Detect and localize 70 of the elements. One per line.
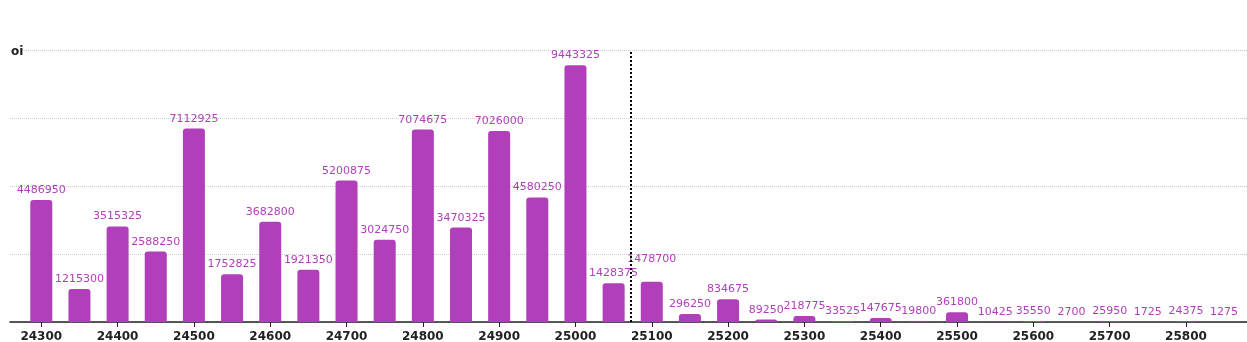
x-tick-label: 25300 [783,329,826,342]
bar [717,299,740,322]
bar [335,180,358,322]
x-tick-label: 25100 [630,329,673,342]
data-label: 7112925 [169,111,219,125]
x-tick-label: 25800 [1165,329,1207,342]
x-tick-label: 25700 [1088,329,1131,342]
data-label: 3470325 [436,210,486,224]
bar [678,313,701,322]
x-tick-label: 25400 [859,329,902,342]
data-label: 2700 [1057,304,1086,318]
data-label: 3515325 [93,209,143,223]
x-tick-label: 25500 [936,329,978,342]
data-label: 10425 [977,304,1013,318]
bar [602,283,625,322]
data-label: 1752825 [207,257,257,271]
data-label: 834675 [707,282,750,296]
data-label: 1921350 [283,252,333,266]
bar [564,65,587,322]
bar [182,128,205,322]
bar [450,227,472,322]
bar [221,274,244,322]
x-tick-label: 24300 [20,329,63,342]
x-tick-label: 24800 [401,329,444,342]
x-tick-label: 24900 [478,329,521,342]
bar [411,129,434,322]
bar [30,199,53,322]
bar [144,251,167,322]
data-label: 25950 [1092,304,1128,318]
bar [373,239,396,322]
data-label: 5200875 [322,163,372,177]
data-label: 1725 [1133,304,1162,318]
x-tick-label: 24700 [325,329,368,342]
x-tick-label: 24400 [96,329,139,342]
data-label: 89250 [748,302,784,316]
data-label: 35550 [1015,304,1051,318]
data-label: 147675 [859,300,902,314]
data-label: 361800 [936,295,979,309]
data-label: 7026000 [474,113,524,127]
data-label: 1428375 [589,266,639,280]
bar [793,316,816,322]
data-label: 33525 [825,304,861,318]
y-axis-title: oi [11,44,24,58]
data-label: 296250 [668,296,711,310]
bar [106,226,129,322]
x-tick-label: 24600 [249,329,292,342]
bar [297,269,320,322]
data-label: 2588250 [131,234,181,248]
data-label: 3024750 [360,222,410,236]
x-tick-label: 25600 [1012,329,1055,342]
x-tick-label: 25200 [707,329,749,342]
data-label: 1275 [1210,304,1239,318]
data-label: 9443325 [550,48,600,62]
bar [68,288,91,322]
data-label: 218775 [783,299,826,313]
bar [946,312,969,322]
data-label: 1478700 [627,251,677,265]
bar [488,130,511,322]
data-label: 24375 [1168,304,1204,318]
data-label: 7074675 [398,112,448,126]
x-tick-label: 24500 [173,329,215,342]
bar [259,221,282,322]
data-label: 3682800 [245,204,295,218]
bar [526,197,549,322]
bar [640,281,663,322]
data-label: 4580250 [512,180,562,194]
x-tick-label: 25000 [554,329,597,342]
data-label: 4486950 [16,182,66,196]
data-label: 19800 [901,304,937,318]
data-label: 1215300 [54,271,104,285]
